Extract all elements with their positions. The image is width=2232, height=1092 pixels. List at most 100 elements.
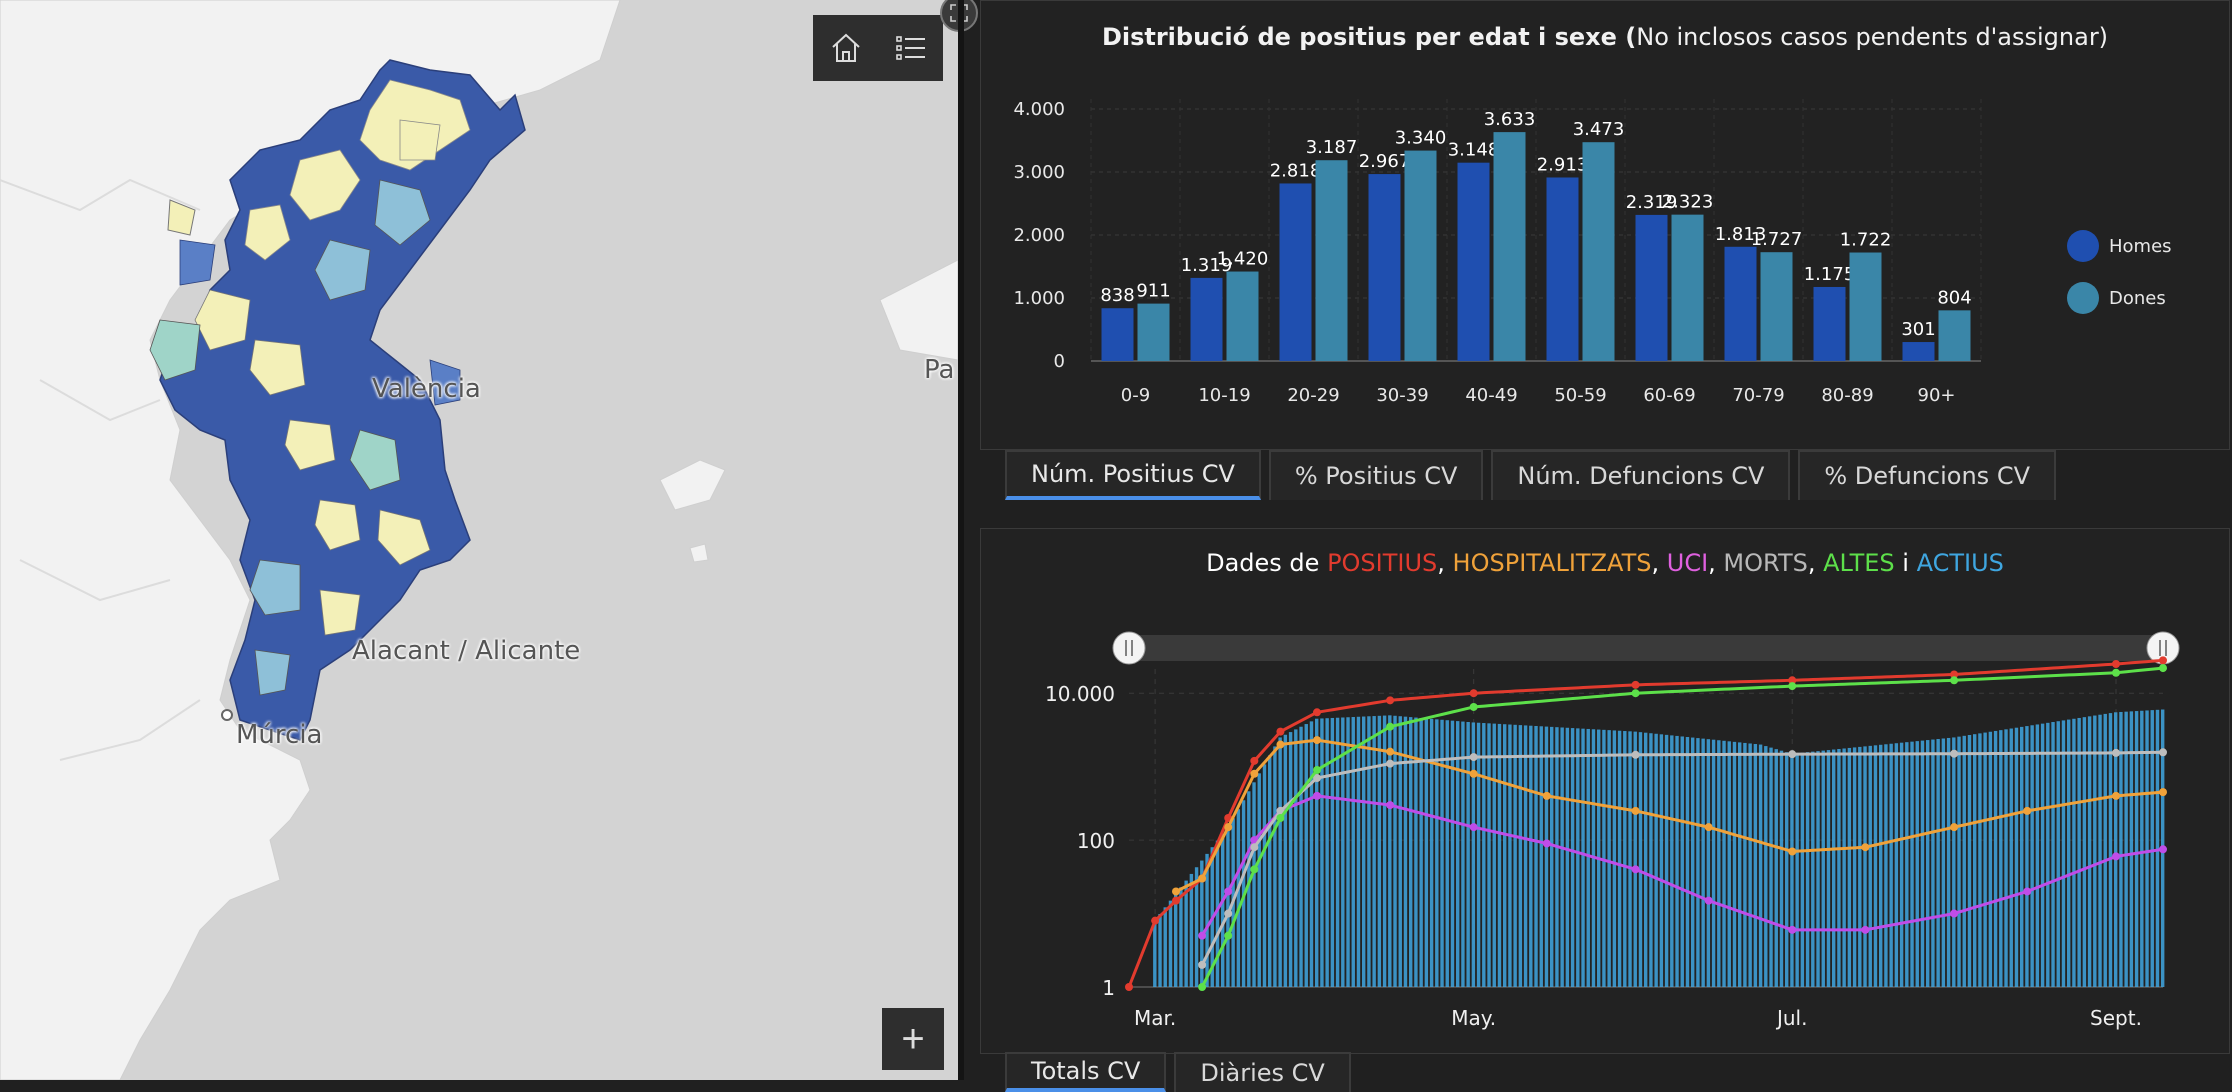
series-point-positius (1950, 670, 1959, 679)
pane-divider (958, 0, 964, 1080)
tab-diaries-cv[interactable]: Diàries CV (1174, 1052, 1351, 1092)
actius-bar (1497, 723, 1502, 987)
actius-bar (2020, 726, 2024, 987)
actius-bar (1299, 726, 1303, 987)
label-alicante: Alacant / Alicante (352, 636, 581, 666)
title-part: Dades de (1206, 549, 1328, 577)
bar-value-label: 3.473 (1573, 119, 1625, 140)
mallorca-island (879, 259, 958, 361)
legend-button[interactable] (878, 15, 943, 81)
actius-bar (1226, 827, 1230, 987)
actius-bar (1915, 741, 1919, 987)
series-point-morts (1469, 753, 1478, 762)
series-point-positius (1631, 680, 1640, 689)
map-view[interactable]: València Alacant / Alicante Múrcia Pa + (0, 0, 958, 1080)
series-point-altes (1386, 722, 1395, 731)
actius-bar (1675, 735, 1679, 987)
series-line-morts (1200, 750, 2164, 966)
legend-marker-homes (2067, 230, 2099, 262)
cv-municipalities[interactable] (149, 59, 526, 741)
series-point-positius (1250, 756, 1259, 765)
actius-bar (1612, 730, 1617, 987)
actius-bar (1257, 773, 1261, 987)
bar-dones (1582, 142, 1615, 361)
actius-bar (2025, 726, 2029, 987)
timeseries-chart[interactable]: 1 100 10.000 Mar. May. Jul. Sept. (981, 529, 2229, 1053)
series-point-positius (1276, 727, 1285, 736)
actius-bar (1696, 738, 1700, 987)
actius-bar (1993, 730, 1998, 987)
series-point-positius (1151, 916, 1160, 925)
actius-bar (1884, 744, 1888, 987)
tab-totals-cv[interactable]: Totals CV (1005, 1052, 1167, 1092)
actius-bar (1633, 731, 1637, 987)
series-point-positius (1386, 696, 1395, 705)
murcia-city-marker (221, 709, 233, 721)
bar-value-label: 3.633 (1484, 109, 1536, 130)
series-line-uci (1200, 794, 2164, 937)
series-point-uci (1224, 887, 1233, 896)
series-point-altes (1313, 766, 1321, 775)
tab-pct-positius[interactable]: % Positius CV (1268, 450, 1484, 500)
title-part: i (1894, 549, 1917, 577)
range-slider-track (1129, 635, 2163, 661)
actius-bar (2140, 710, 2144, 987)
series-point-uci (2159, 845, 2167, 854)
series-point-hospitalitzats (1224, 823, 1233, 832)
series-point-uci (1313, 791, 1321, 800)
actius-bar (1565, 727, 1570, 987)
timeseries-title: Dades de POSITIUS, HOSPITALITZATS, UCI, … (981, 549, 2229, 577)
actius-bar (1837, 749, 1841, 987)
actius-bar (1868, 745, 1872, 987)
actius-bar (1534, 725, 1538, 987)
actius-bar (1268, 755, 1272, 987)
tab-pct-defuncions[interactable]: % Defuncions CV (1798, 450, 2056, 500)
title-part: ACTIUS (1916, 549, 2004, 577)
x-tick-label: Sept. (2090, 1006, 2142, 1030)
actius-bar (1873, 745, 1878, 987)
actius-bar (1200, 860, 1204, 987)
plus-icon: + (901, 1017, 925, 1061)
actius-bar (1842, 748, 1846, 987)
series-point-morts (1631, 750, 1640, 759)
actius-bar (1602, 729, 1606, 987)
series-point-altes (1198, 983, 1207, 991)
series-point-hospitalitzats (1386, 747, 1395, 756)
title-part: POSITIUS (1327, 549, 1438, 577)
actius-bar (1544, 726, 1549, 987)
actius-bar (1795, 753, 1799, 987)
home-button[interactable] (813, 15, 878, 81)
actius-bar (1409, 717, 1413, 987)
actius-bar (1388, 715, 1392, 987)
tab-num-positius[interactable]: Núm. Positius CV (1005, 450, 1261, 500)
actius-bar (1205, 853, 1209, 987)
x-tick-label: 0-9 (1121, 385, 1150, 406)
series-point-morts (1198, 960, 1207, 969)
actius-bar (1978, 733, 1982, 987)
actius-bar (1278, 737, 1282, 987)
actius-bar (1711, 739, 1716, 987)
actius-bar (1832, 749, 1836, 987)
actius-bar (1555, 727, 1559, 987)
x-tick-label: 60-69 (1643, 385, 1695, 406)
map-canvas[interactable] (0, 0, 958, 1080)
tab-num-defuncions[interactable]: Núm. Defuncions CV (1491, 450, 1791, 500)
bar-dones (1226, 271, 1259, 361)
series-line-positius (1127, 658, 2164, 988)
x-tick-label: 80-89 (1821, 385, 1873, 406)
actius-bar (1952, 737, 1956, 987)
zoom-in-button[interactable]: + (882, 1008, 944, 1070)
series-point-altes (1631, 689, 1640, 698)
bar-dones (1938, 310, 1971, 361)
grip-icon (1125, 640, 1133, 656)
series-point-morts (1250, 843, 1259, 852)
series-point-hospitalitzats (1788, 847, 1797, 856)
actius-bar (2093, 715, 2097, 987)
x-tick-label: 40-49 (1465, 385, 1517, 406)
bar-value-label: 1.319 (1181, 255, 1233, 276)
ibiza-island (659, 459, 726, 511)
actius-bar (1946, 737, 1951, 987)
actius-bar (1513, 724, 1517, 987)
y-tick-label: 2.000 (1013, 225, 1065, 246)
y-tick-label: 1 (1102, 976, 1115, 1000)
